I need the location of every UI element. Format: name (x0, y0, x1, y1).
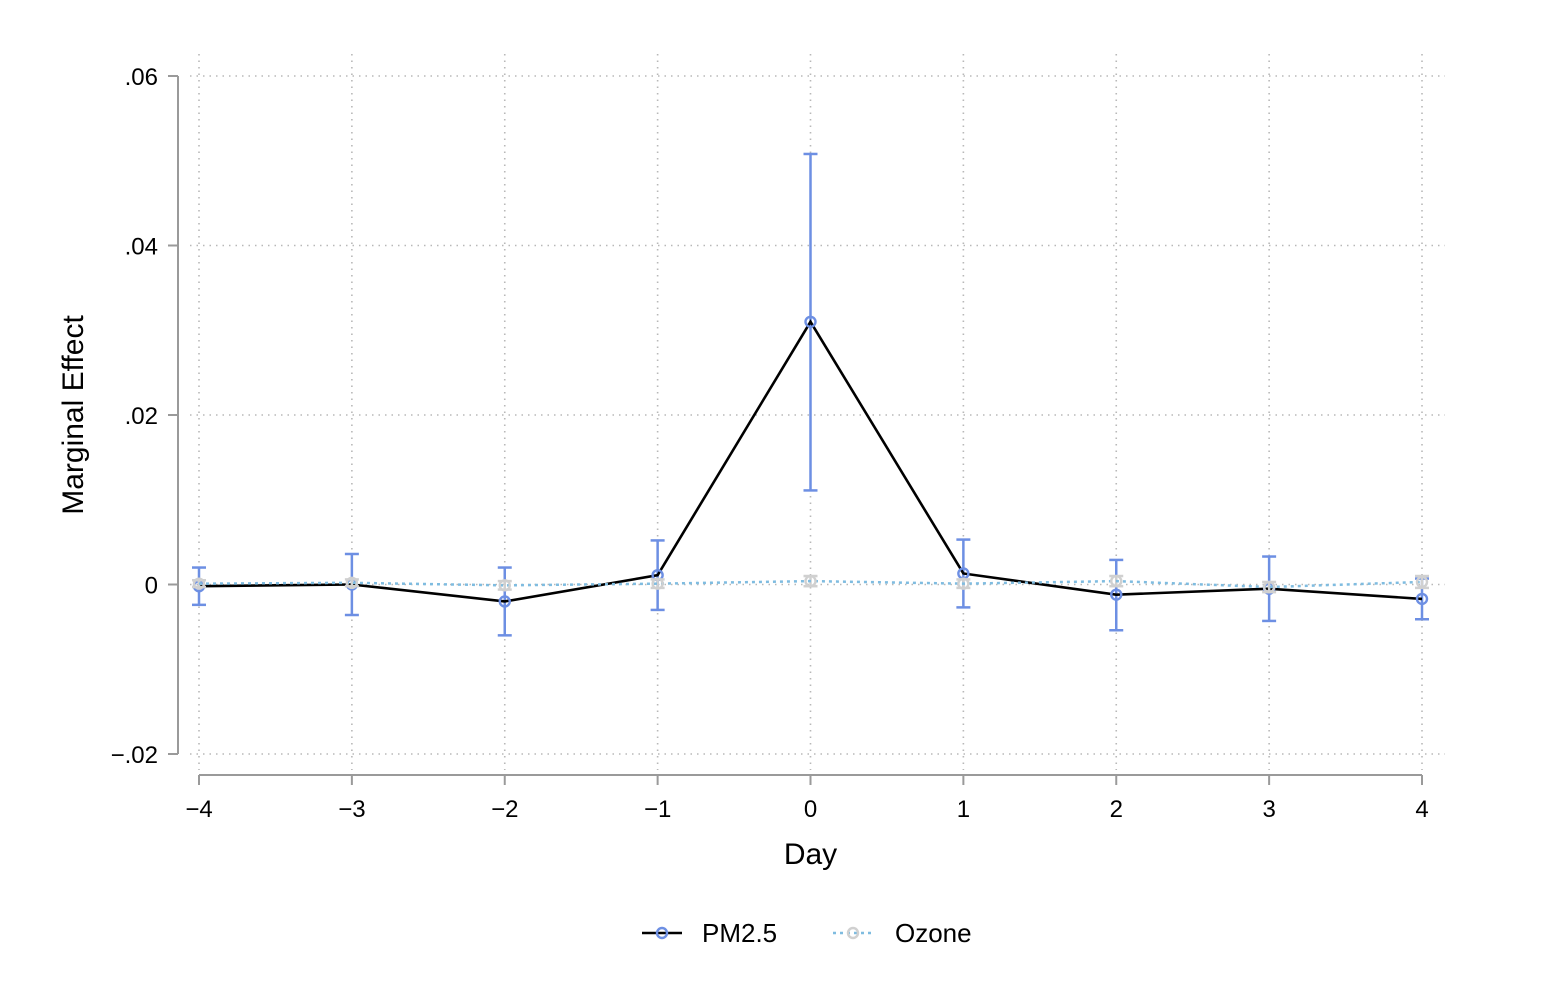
y-tick-label: 0 (145, 573, 158, 600)
data-point (1262, 580, 1276, 594)
axes: −.02 0 .02 .04 .06 −4 −3 −2 −1 0 1 2 3 4 (111, 64, 1429, 823)
data-point (192, 577, 206, 590)
data-point (1415, 592, 1429, 606)
data-point (498, 595, 511, 608)
x-tick-label: −4 (185, 796, 212, 823)
data-point (498, 579, 511, 592)
data-point (345, 576, 359, 590)
x-tick-label: −1 (644, 796, 671, 823)
legend-label: Ozone (895, 918, 972, 948)
legend-marker (846, 926, 860, 940)
y-axis-title: Marginal Effect (57, 315, 90, 515)
data-point (1415, 575, 1429, 589)
x-tick-label: −3 (338, 796, 365, 823)
y-tick-label: −.02 (111, 742, 158, 769)
series-layer (192, 152, 1429, 637)
legend-label: PM2.5 (702, 918, 777, 948)
x-axis-title: Day (784, 838, 837, 871)
y-tick-label: .06 (125, 64, 158, 91)
data-point (957, 577, 970, 590)
data-point (804, 315, 817, 328)
x-tick-label: 2 (1110, 796, 1123, 823)
series-line (198, 579, 1423, 589)
series-line (198, 319, 1423, 603)
x-tick-label: 0 (804, 796, 817, 823)
x-tick-label: −2 (491, 796, 518, 823)
data-point (1110, 588, 1123, 601)
grid (190, 54, 1445, 770)
data-point (1110, 574, 1123, 588)
y-tick-label: .02 (125, 403, 158, 430)
x-tick-label: 3 (1262, 796, 1275, 823)
y-tick-label: .04 (125, 234, 158, 261)
x-tick-label: 4 (1415, 796, 1428, 823)
data-point (804, 574, 817, 588)
legend: PM2.5 Ozone (642, 918, 972, 948)
data-point (651, 577, 664, 590)
legend-marker (655, 926, 669, 940)
x-tick-label: 1 (957, 796, 970, 823)
